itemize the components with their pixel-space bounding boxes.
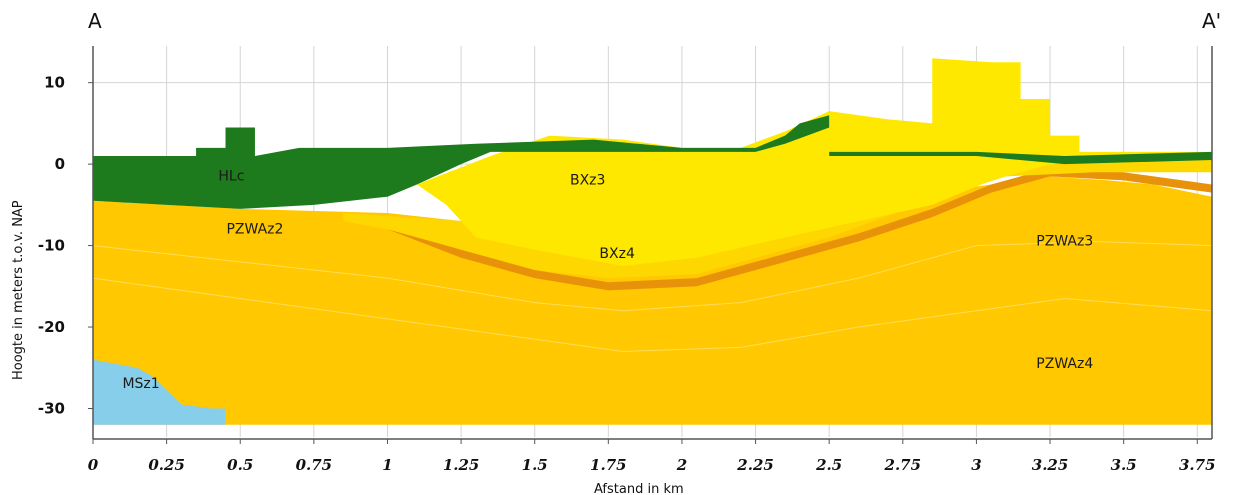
y-tick-label: -20 (38, 318, 65, 336)
section-label-left: A (88, 9, 102, 33)
y-tick-label: 10 (44, 74, 65, 92)
layer-MSz1 (93, 359, 226, 425)
x-tick-label: 1.5 (522, 456, 548, 474)
layer-BXz3 (416, 58, 1213, 266)
x-tick-label: 1.25 (443, 456, 480, 474)
y-axis-title: Hoogte in meters t.o.v. NAP (11, 200, 26, 380)
layer-boundary-line (92, 240, 1213, 312)
x-tick-label: 0.75 (296, 456, 333, 474)
layer-label-PZWAz2: PZWAz2 (226, 221, 283, 237)
x-tick-label: 2.5 (815, 456, 842, 474)
layer-boundary-line (92, 277, 1213, 352)
layer-band-PZWA-base-band (387, 168, 1212, 291)
x-axis-title: Afstand in km (594, 482, 684, 495)
x-tick-label: 3.5 (1111, 456, 1137, 474)
layer-label-BXz4: BXz4 (599, 246, 635, 262)
x-tick-label: 0.25 (148, 456, 185, 474)
x-tick-label: 1.75 (590, 456, 627, 474)
y-tick-label: 0 (55, 155, 65, 173)
layer-label-HLc: HLc (218, 168, 244, 184)
x-tick-label: 0 (88, 456, 99, 474)
x-tick-label: 3 (971, 456, 981, 474)
y-tick-label: -30 (38, 399, 65, 417)
layer-label-PZWAz4: PZWAz4 (1036, 356, 1093, 372)
section-label-right: A' (1202, 9, 1221, 33)
layer-HLc (93, 115, 1212, 209)
layer-label-MSz1: MSz1 (122, 376, 159, 392)
x-tick-label: 2.25 (736, 456, 774, 474)
x-tick-label: 2 (676, 456, 687, 474)
x-tick-label: 2.75 (884, 456, 922, 474)
x-tick-label: 1 (382, 456, 392, 474)
x-tick-label: 3.75 (1179, 456, 1216, 474)
layer-labels: PZWAz4 PZWAz3 PZWAz2 BXz4 BXz3 HLc MSz1 (122, 168, 1093, 392)
layer-label-PZWAz3: PZWAz3 (1036, 234, 1093, 250)
geologic-layers (92, 58, 1213, 425)
layer-label-BXz3: BXz3 (570, 172, 605, 188)
x-tick-label: 3.25 (1032, 456, 1069, 474)
y-tick-label: -10 (38, 237, 65, 255)
x-tick-label: 0.5 (227, 456, 253, 474)
axes: 0 0.25 0.5 0.75 1 1.25 1.5 1.75 2 2.25 2.5 2.75 3 3.2… (38, 46, 1216, 474)
